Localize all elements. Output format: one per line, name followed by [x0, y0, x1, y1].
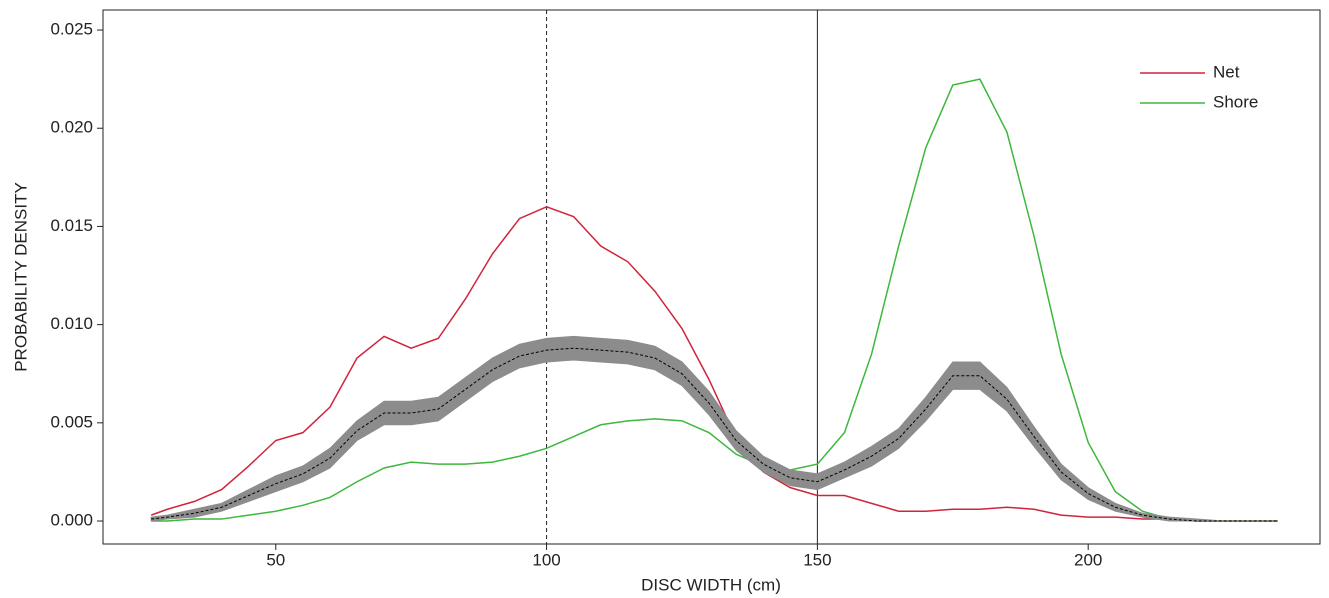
x-tick-label: 50 — [266, 550, 285, 569]
legend-label: Net — [1213, 62, 1240, 81]
confidence-band — [150, 335, 1278, 522]
y-tick-label: 0.025 — [50, 20, 93, 39]
y-tick-label: 0.020 — [50, 118, 93, 137]
y-tick-label: 0.015 — [50, 216, 93, 235]
x-tick-label: 200 — [1074, 550, 1102, 569]
y-tick-label: 0.000 — [50, 511, 93, 530]
y-tick-label: 0.010 — [50, 314, 93, 333]
legend-label: Shore — [1213, 92, 1258, 111]
series-line — [150, 205, 1278, 522]
series-line — [151, 78, 1278, 522]
y-tick-label: 0.005 — [50, 412, 93, 431]
x-tick-label: 100 — [532, 550, 560, 569]
mean-line — [151, 347, 1278, 522]
x-tick-label: 150 — [803, 550, 831, 569]
y-axis-label: PROBABILITY DENSITY — [11, 182, 30, 372]
plot-frame — [102, 9, 1321, 545]
x-axis-label: DISC WIDTH (cm) — [641, 575, 781, 594]
